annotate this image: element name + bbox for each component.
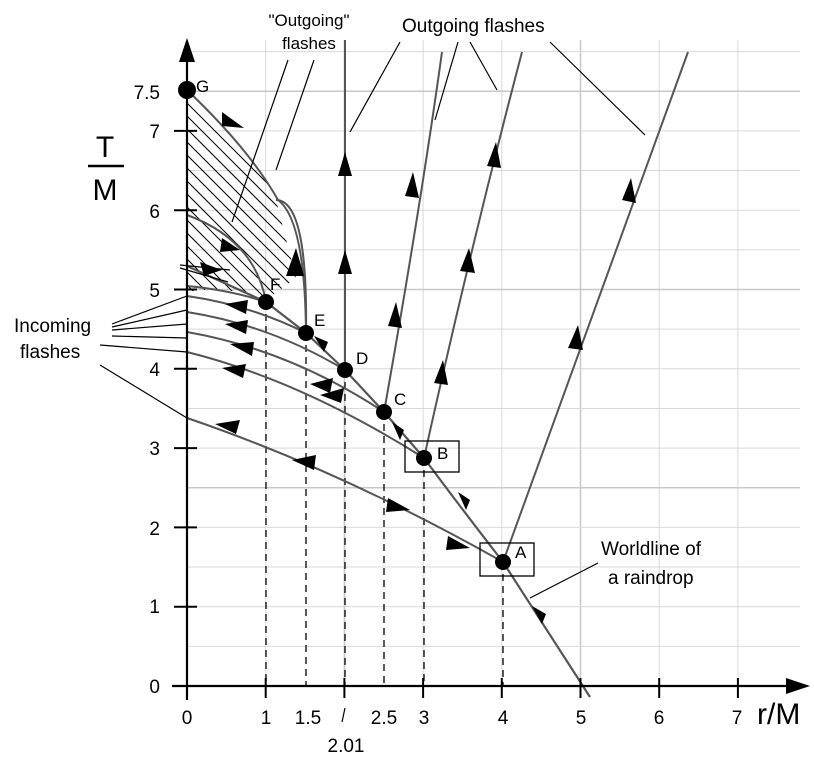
- event-f-dot: [258, 294, 274, 310]
- worldline-label-line1: Worldline of: [601, 539, 702, 560]
- y-tick-4: 4: [149, 360, 160, 381]
- x-tick-2-5: 2.5: [371, 708, 397, 729]
- y-tick-7: 7: [149, 122, 160, 143]
- x-tick-1: 1: [261, 708, 272, 729]
- y-tick-6: 6: [149, 202, 160, 223]
- hatch-line: [0, 90, 160, 310]
- hatch-line: [187, 90, 296, 300]
- outgoing-quoted-label-line1: "Outgoing": [268, 11, 349, 30]
- x-tick-1-5: 1.5: [295, 708, 321, 729]
- hatch-line: [212, 90, 296, 300]
- axes: [172, 38, 810, 700]
- event-d-dot: [337, 362, 353, 378]
- events: A B C D E F G: [178, 77, 535, 577]
- hatch-line: [187, 90, 296, 300]
- hatch-line: [187, 90, 296, 300]
- hatch-line: [264, 90, 296, 300]
- y-tick-3: 3: [149, 439, 160, 460]
- hatch-line: [330, 90, 550, 310]
- event-e-label: E: [314, 311, 325, 330]
- event-f-label: F: [270, 275, 280, 294]
- event-e-dot: [298, 325, 314, 341]
- hatch-line: [187, 90, 296, 300]
- x-tick-0: 0: [182, 708, 193, 729]
- hatch-line: [187, 90, 265, 300]
- hatch-line: [343, 90, 563, 310]
- y-axis-label-denominator: M: [93, 174, 118, 207]
- raindrop-worldline: [186, 264, 591, 698]
- x-tick-2-01: 2.01: [328, 736, 365, 757]
- hatch-line: [187, 90, 296, 300]
- x-tick-3: 3: [419, 708, 430, 729]
- annotations: "Outgoing" flashes Outgoing flashes Inco…: [14, 11, 702, 599]
- incoming-label-line2: flashes: [20, 342, 80, 363]
- y-tick-5: 5: [149, 281, 160, 302]
- hatch-line: [290, 90, 296, 300]
- incoming-flashes: [186, 285, 504, 563]
- event-g-label: G: [196, 77, 209, 96]
- event-b-box: [404, 440, 460, 473]
- event-b-dot: [416, 450, 432, 466]
- hatched-region: [0, 90, 563, 310]
- event-a-label: A: [515, 543, 527, 562]
- hatch-line: [187, 90, 226, 300]
- event-a-box: [479, 542, 535, 577]
- incoming-label-line1: Incoming: [14, 316, 91, 337]
- projection-lines: [265, 302, 504, 686]
- axis-ticks: [174, 129, 739, 698]
- worldline-label-line2: a raindrop: [608, 568, 694, 589]
- y-tick-0: 0: [149, 677, 160, 698]
- y-tick-7-5: 7.5: [134, 83, 160, 104]
- hatch-line: [0, 90, 147, 310]
- x-axis-label: r/M: [757, 698, 800, 731]
- arrowheads: [200, 112, 636, 624]
- event-a-dot: [495, 554, 511, 570]
- hatch-line: [0, 90, 173, 310]
- hatch-line: [187, 90, 296, 300]
- event-b-label: B: [437, 444, 448, 463]
- hatch-line: [187, 90, 296, 300]
- event-d-label: D: [356, 349, 368, 368]
- hatch-line: [251, 90, 296, 300]
- hatch-line: [187, 90, 291, 300]
- x-tick-4: 4: [498, 708, 509, 729]
- y-tick-labels: 0 1 2 3 4 5 6 7 7.5: [134, 83, 161, 698]
- hatch-line: [187, 90, 278, 300]
- grid: [186, 40, 800, 687]
- x-tick-5: 5: [576, 708, 587, 729]
- y-axis-label-numerator: T: [96, 131, 114, 164]
- event-c-label: C: [394, 390, 406, 409]
- y-tick-2: 2: [149, 519, 160, 540]
- event-g-dot: [178, 81, 196, 99]
- outgoing-quoted-label-line2: flashes: [282, 34, 336, 53]
- y-tick-1: 1: [149, 597, 160, 618]
- x-tick-6: 6: [654, 708, 665, 729]
- hatch-line: [187, 90, 252, 300]
- tick-2-01-leader: [341, 707, 346, 723]
- x-tick-7: 7: [732, 708, 743, 729]
- x-tick-labels: 0 1 1.5 2.01 2.5 3 4 5 6 7: [182, 708, 743, 757]
- outgoing-label: Outgoing flashes: [402, 16, 545, 37]
- event-c-dot: [376, 404, 392, 420]
- hatch-line: [304, 90, 524, 310]
- hatch-line: [187, 90, 239, 300]
